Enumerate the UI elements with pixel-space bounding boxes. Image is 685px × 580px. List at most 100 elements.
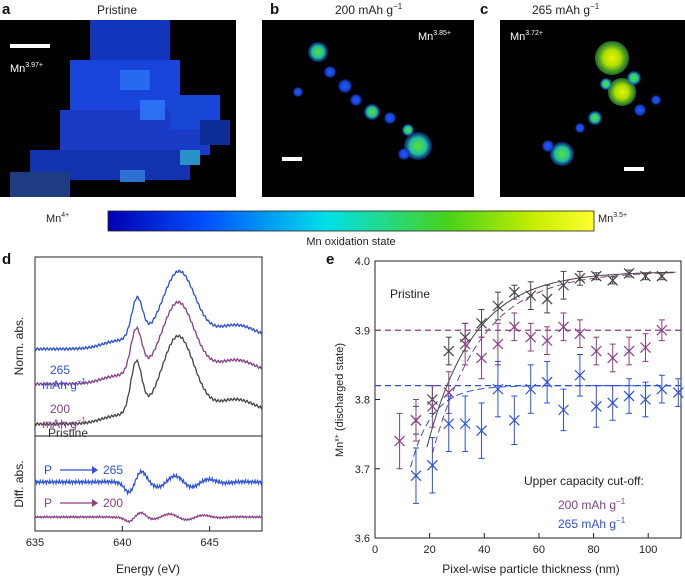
point-200 [426, 385, 438, 428]
panel-d-top-ylabel: Norm. abs. [12, 317, 26, 376]
svg-text:265 mAh g−1: 265 mAh g−1 [532, 2, 600, 17]
point-265 [426, 437, 438, 494]
panel-e-legend-265: 265 mAh g [558, 517, 616, 531]
panel-b-state: Mn [418, 31, 433, 43]
point-265 [574, 353, 586, 397]
panel-e-letter: e [326, 251, 334, 268]
point-pristine [574, 270, 586, 286]
fit-pristine [426, 271, 676, 448]
panel-a-letter: a [2, 1, 11, 18]
svg-text:265 mAh g−1: 265 mAh g−1 [558, 516, 626, 531]
panel-e-xtick-label: 80 [587, 544, 599, 556]
point-265 [623, 378, 635, 414]
point-265 [476, 402, 487, 459]
panel-e-legend-265-sup: −1 [616, 516, 626, 525]
point-200 [607, 343, 619, 373]
point-200 [492, 322, 504, 366]
fit-200 [431, 272, 676, 454]
diff-legend-265-to: 265 [103, 463, 123, 477]
panel-b-letter: b [270, 1, 279, 18]
point-200 [476, 336, 487, 380]
svg-text:mAh g−1: mAh g−1 [42, 416, 86, 431]
panel-e-xtick-label: 60 [533, 544, 545, 556]
panel-a-state-sup: 3.97+ [25, 62, 43, 69]
point-pristine [640, 270, 651, 282]
colorbar-left: Mn [46, 213, 61, 225]
panel-e-frame [374, 260, 682, 539]
point-pristine [476, 308, 487, 338]
panel-d-xlabel: Energy (eV) [116, 562, 180, 576]
diff-legend-265-arrowhead [92, 466, 98, 474]
svg-text:Mnx+ (discharged state): Mnx+ (discharged state) [334, 343, 346, 457]
panel-c-state: Mn [510, 31, 525, 43]
point-265 [607, 385, 619, 421]
xanes-200-curve [34, 300, 263, 387]
panel-d-bottom-frame [34, 435, 263, 532]
svg-text:mAh g−1: mAh g−1 [42, 377, 86, 392]
svg-text:Mn3.5+: Mn3.5+ [598, 212, 627, 225]
panel-e-legend-200: 200 mAh g [558, 498, 616, 512]
point-200 [508, 312, 520, 342]
legend-d-200-line2: mAh g [42, 417, 77, 431]
point-pristine [443, 336, 455, 366]
point-pristine [607, 274, 619, 286]
point-pristine [623, 268, 635, 279]
point-265 [443, 395, 455, 452]
legend-d-265-sup: −1 [77, 377, 87, 386]
diff-legend-200-to: 200 [103, 496, 123, 510]
diff-200-curve [34, 511, 263, 524]
colorbar-label: Mn oxidation state [306, 236, 395, 248]
panel-d-xtick-label: 635 [26, 537, 44, 549]
panel-e-ytick-label: 3.8 [355, 395, 370, 407]
panel-e-xtick-label: 100 [639, 544, 657, 556]
panel-e-ytick-label: 3.6 [355, 533, 370, 545]
panel-d-xtick-label: 645 [200, 537, 218, 549]
panel-d-xticks: 635 640 645 [26, 526, 219, 549]
point-200 [525, 322, 537, 352]
point-265 [459, 395, 471, 452]
point-200 [459, 322, 471, 366]
point-200 [623, 336, 635, 366]
panel-e-ylabel-sup: x+ [334, 434, 341, 442]
svg-text:200 mAh g−1: 200 mAh g−1 [335, 2, 403, 17]
xanes-265-curve [34, 269, 263, 352]
panel-a-map: Mn3.97+ [0, 20, 236, 197]
panel-c-title: 265 mAh g [532, 3, 590, 17]
panel-b-title-sup: −1 [393, 2, 403, 11]
point-200 [394, 412, 406, 470]
panel-c-letter: c [480, 1, 488, 18]
panel-c-state-sup: 3.72+ [525, 30, 543, 37]
legend-d-200-line1: 200 [50, 402, 70, 416]
svg-text:Mn3.97+: Mn3.97+ [10, 62, 43, 75]
panel-b-state-sup: 3.85+ [433, 30, 451, 37]
panel-e-ytick-label: 4.0 [355, 256, 370, 268]
colorbar-gradient [107, 210, 595, 232]
legend-d-265-line1: 265 [50, 363, 70, 377]
panel-e-xtick-label: 20 [424, 544, 436, 556]
point-200 [574, 319, 586, 349]
point-265 [541, 360, 553, 404]
panel-d-xtick-label: 640 [113, 537, 131, 549]
diff-legend-200-from: P [44, 496, 52, 510]
colorbar-right-sup: 3.5+ [613, 212, 627, 219]
point-265 [558, 388, 569, 432]
point-265 [508, 395, 520, 446]
panel-e-ylabel: Mn [334, 442, 346, 457]
point-265 [672, 378, 684, 407]
point-265 [656, 374, 668, 404]
diff-legend-265-from: P [44, 463, 52, 477]
colorbar-left-sup: 4+ [61, 212, 69, 219]
panel-e-ylabel-tail: (discharged state) [334, 343, 346, 434]
point-200 [558, 312, 569, 342]
xanes-pristine-curve [34, 334, 263, 427]
point-265 [492, 360, 504, 418]
point-pristine [508, 284, 520, 300]
point-265 [590, 385, 602, 428]
panel-d-bottom-ylabel: Diff. abs. [12, 460, 26, 507]
diff-legend-200-arrowhead [92, 499, 98, 507]
panel-a-title: Pristine [97, 3, 137, 17]
panel-c-map: Mn3.72+ [500, 20, 685, 197]
panel-b-map: Mn3.85+ [262, 20, 474, 197]
svg-text:200 mAh g−1: 200 mAh g−1 [558, 497, 626, 512]
